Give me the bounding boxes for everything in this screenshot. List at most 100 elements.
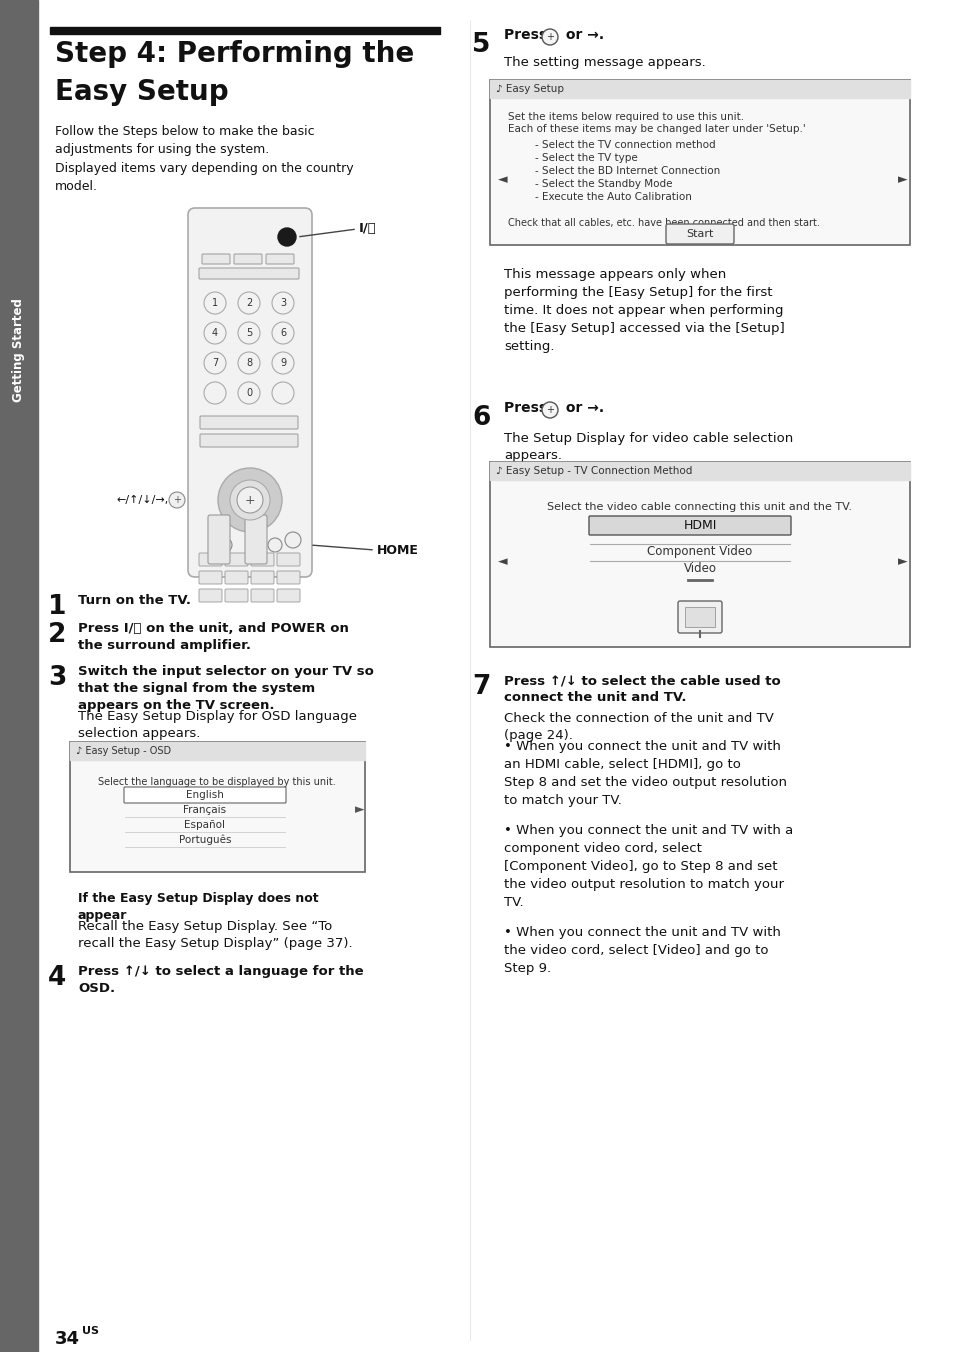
Text: - Select the TV type: - Select the TV type	[535, 153, 638, 164]
Text: +: +	[545, 406, 554, 415]
Circle shape	[204, 322, 226, 343]
Text: - Select the BD Internet Connection: - Select the BD Internet Connection	[535, 166, 720, 176]
Text: 4: 4	[212, 329, 218, 338]
Text: If the Easy Setup Display does not
appear: If the Easy Setup Display does not appea…	[78, 892, 318, 922]
Text: ♪ Easy Setup - OSD: ♪ Easy Setup - OSD	[76, 746, 171, 756]
Text: +: +	[545, 32, 554, 42]
Circle shape	[272, 322, 294, 343]
Circle shape	[236, 487, 263, 512]
FancyBboxPatch shape	[251, 571, 274, 584]
Bar	[0, 0, 38, 1352]
Text: Component Video: Component Video	[647, 545, 752, 558]
FancyBboxPatch shape	[199, 268, 298, 279]
Text: Select the video cable connecting this unit and the TV.: Select the video cable connecting this u…	[547, 502, 852, 512]
Circle shape	[268, 538, 282, 552]
Text: 5: 5	[246, 329, 252, 338]
Text: Press ↑/↓ to select the cable used to
connect the unit and TV.: Press ↑/↓ to select the cable used to co…	[503, 675, 780, 704]
FancyBboxPatch shape	[251, 553, 274, 566]
FancyBboxPatch shape	[245, 515, 267, 564]
Text: ►: ►	[897, 556, 906, 568]
Bar	[490, 462, 909, 480]
Text: HDMI: HDMI	[682, 519, 716, 531]
Text: • When you connect the unit and TV with
the video cord, select [Video] and go to: • When you connect the unit and TV with …	[503, 926, 781, 975]
Circle shape	[237, 383, 260, 404]
Circle shape	[541, 402, 558, 418]
FancyBboxPatch shape	[276, 553, 299, 566]
Text: ◄: ◄	[497, 556, 507, 568]
Circle shape	[218, 538, 232, 552]
Circle shape	[285, 531, 301, 548]
Text: Set the items below required to use this unit.: Set the items below required to use this…	[507, 112, 743, 122]
FancyBboxPatch shape	[124, 787, 286, 803]
Text: +: +	[244, 493, 255, 507]
Text: 7: 7	[472, 675, 490, 700]
Text: - Select the Standby Mode: - Select the Standby Mode	[535, 178, 672, 189]
Text: 6: 6	[279, 329, 286, 338]
Text: 6: 6	[472, 406, 490, 431]
Text: Português: Português	[178, 834, 231, 845]
Text: 0: 0	[246, 388, 252, 397]
Text: 5: 5	[472, 32, 490, 58]
FancyBboxPatch shape	[202, 254, 230, 264]
Text: 34: 34	[55, 1330, 80, 1348]
FancyBboxPatch shape	[225, 571, 248, 584]
Circle shape	[272, 352, 294, 375]
FancyBboxPatch shape	[188, 208, 312, 577]
Bar	[50, 27, 439, 34]
Text: Press ↑/↓ to select a language for the
OSD.: Press ↑/↓ to select a language for the O…	[78, 965, 363, 995]
FancyBboxPatch shape	[665, 224, 733, 243]
FancyBboxPatch shape	[225, 589, 248, 602]
Text: • When you connect the unit and TV with
an HDMI cable, select [HDMI], go to
Step: • When you connect the unit and TV with …	[503, 740, 786, 807]
Text: Español: Español	[184, 821, 225, 830]
FancyBboxPatch shape	[225, 553, 248, 566]
Text: 8: 8	[246, 358, 252, 368]
Bar	[490, 80, 909, 97]
Text: The setting message appears.: The setting message appears.	[503, 55, 705, 69]
Text: Recall the Easy Setup Display. See “To
recall the Easy Setup Display” (page 37).: Recall the Easy Setup Display. See “To r…	[78, 919, 353, 950]
Text: • When you connect the unit and TV with a
component video cord, select
[Componen: • When you connect the unit and TV with …	[503, 823, 792, 909]
Circle shape	[237, 322, 260, 343]
Text: ►: ►	[897, 173, 906, 187]
Text: This message appears only when
performing the [Easy Setup] for the first
time. I: This message appears only when performin…	[503, 268, 784, 353]
Bar	[70, 742, 365, 872]
Text: Follow the Steps below to make the basic
adjustments for using the system.
Displ: Follow the Steps below to make the basic…	[55, 124, 354, 193]
Text: Select the language to be displayed by this unit.: Select the language to be displayed by t…	[98, 777, 335, 787]
Text: Each of these items may be changed later under 'Setup.': Each of these items may be changed later…	[507, 124, 805, 134]
Circle shape	[541, 28, 558, 45]
Text: Press: Press	[503, 402, 552, 415]
FancyBboxPatch shape	[208, 515, 230, 564]
Circle shape	[230, 480, 270, 521]
Text: English: English	[186, 790, 224, 800]
Text: Easy Setup: Easy Setup	[55, 78, 229, 105]
FancyBboxPatch shape	[200, 416, 297, 429]
Circle shape	[169, 492, 185, 508]
Text: or →.: or →.	[560, 28, 603, 42]
Text: US: US	[82, 1326, 99, 1336]
Circle shape	[237, 352, 260, 375]
Text: 3: 3	[279, 297, 286, 308]
Text: Press I/⏻ on the unit, and POWER on
the surround amplifier.: Press I/⏻ on the unit, and POWER on the …	[78, 622, 349, 652]
Text: 1: 1	[48, 594, 67, 621]
Bar	[70, 742, 365, 760]
FancyBboxPatch shape	[200, 434, 297, 448]
Text: ♪ Easy Setup: ♪ Easy Setup	[496, 84, 563, 95]
Text: The Easy Setup Display for OSD language
selection appears.: The Easy Setup Display for OSD language …	[78, 710, 356, 740]
Circle shape	[204, 292, 226, 314]
Text: Switch the input selector on your TV so
that the signal from the system
appears : Switch the input selector on your TV so …	[78, 665, 374, 713]
Bar	[490, 462, 909, 648]
Text: ←/↑/↓/→,: ←/↑/↓/→,	[117, 495, 169, 506]
Text: ►: ►	[355, 803, 364, 817]
Circle shape	[204, 352, 226, 375]
Circle shape	[204, 383, 226, 404]
Text: Français: Français	[183, 804, 226, 815]
Text: Press: Press	[503, 28, 552, 42]
Text: HOME: HOME	[376, 544, 418, 557]
FancyBboxPatch shape	[266, 254, 294, 264]
Text: or →.: or →.	[560, 402, 603, 415]
Text: ◄: ◄	[497, 173, 507, 187]
Circle shape	[277, 228, 295, 246]
Circle shape	[272, 383, 294, 404]
Text: The Setup Display for video cable selection
appears.: The Setup Display for video cable select…	[503, 433, 792, 462]
Text: - Select the TV connection method: - Select the TV connection method	[535, 141, 715, 150]
Circle shape	[218, 468, 282, 531]
